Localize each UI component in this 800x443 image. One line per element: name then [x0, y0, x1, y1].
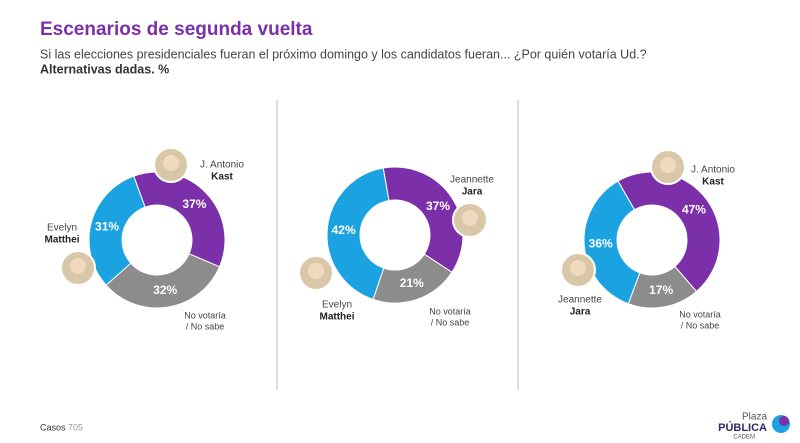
category-label: Kast: [211, 172, 233, 183]
category-label: Matthei: [320, 312, 355, 323]
value-label: 31%: [95, 220, 119, 234]
category-label: J. Antonio: [691, 165, 735, 176]
value-label: 32%: [153, 283, 177, 297]
donut-slice: [326, 167, 390, 301]
candidate-photo-face: [70, 258, 86, 274]
title: Escenarios de segunda vuelta: [40, 19, 313, 40]
candidate-photo-face: [570, 260, 586, 276]
donut-slice: [105, 253, 221, 309]
category-label: J. Antonio: [200, 160, 244, 171]
category-label: Matthei: [45, 235, 80, 246]
logo: [779, 416, 789, 426]
cases-n: 705: [68, 422, 83, 432]
note: Alternativas dadas. %: [40, 62, 169, 76]
candidate-photo-face: [462, 210, 478, 226]
category-label: No votaría: [429, 306, 471, 316]
category-label: Jara: [570, 307, 591, 318]
category-label: Jeannette: [450, 175, 494, 186]
subtitle: Si las elecciones presidenciales fueran …: [40, 47, 647, 61]
category-label: No votaría: [679, 309, 721, 319]
value-label: 37%: [426, 199, 450, 213]
category-label: / No sabe: [186, 321, 225, 331]
category-label: Evelyn: [322, 300, 352, 311]
candidate-photo-face: [660, 157, 676, 173]
donut-slice: [88, 175, 146, 286]
category-label: / No sabe: [431, 317, 470, 327]
category-label: Kast: [702, 177, 724, 188]
brand-sub: CADEM: [733, 435, 755, 441]
candidate-photo-face: [308, 263, 324, 279]
value-label: 42%: [332, 223, 356, 237]
category-label: Jeannette: [558, 295, 602, 306]
category-label: Evelyn: [47, 223, 77, 234]
donut-slice: [382, 166, 464, 273]
candidate-photo-face: [163, 155, 179, 171]
brand-top: Plaza: [742, 412, 767, 423]
value-label: 47%: [682, 202, 706, 216]
value-label: 17%: [649, 283, 673, 297]
brand: PÚBLICA: [718, 421, 767, 434]
cases-label: Casos: [40, 422, 66, 432]
value-label: 37%: [182, 197, 206, 211]
category-label: No votaría: [184, 310, 226, 320]
category-label: / No sabe: [681, 320, 720, 330]
value-label: 36%: [589, 236, 613, 250]
category-label: Jara: [462, 187, 483, 198]
value-label: 21%: [400, 276, 424, 290]
